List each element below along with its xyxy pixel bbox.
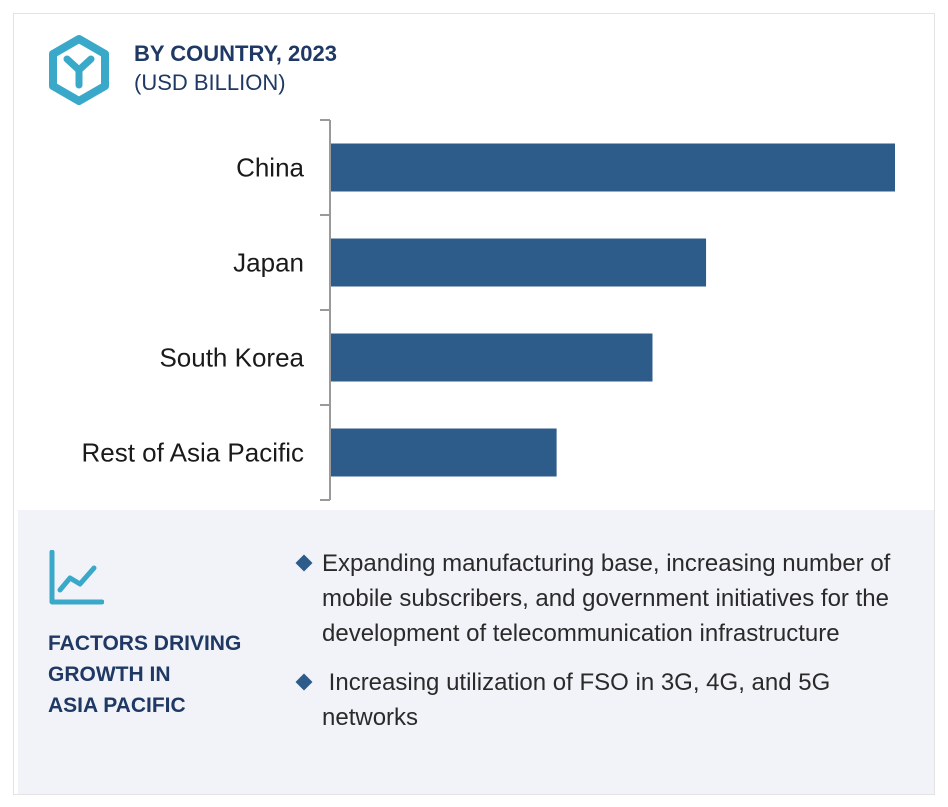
category-label: Japan <box>233 248 304 278</box>
bar-south-korea <box>331 333 653 382</box>
factors-list: Expanding manufacturing base, increasing… <box>294 546 924 749</box>
hexagon-y-logo-icon <box>49 35 109 105</box>
bar-japan <box>331 238 707 287</box>
factors-heading-line: ASIA PACIFIC <box>48 694 186 717</box>
bar-china <box>331 143 895 192</box>
factors-heading-line: FACTORS DRIVING <box>48 632 242 655</box>
factors-panel: FACTORS DRIVING GROWTH IN ASIA PACIFIC E… <box>18 510 934 794</box>
factors-heading: FACTORS DRIVING GROWTH IN ASIA PACIFIC <box>48 628 278 721</box>
chart-title: BY COUNTRY, 2023 <box>134 41 337 66</box>
category-label: Rest of Asia Pacific <box>81 438 304 468</box>
factors-heading-line: GROWTH IN <box>48 663 171 686</box>
factor-text: Increasing utilization of FSO in 3G, 4G,… <box>322 669 837 731</box>
bar-rest-of-asia-pacific <box>331 428 557 477</box>
factor-item: Increasing utilization of FSO in 3G, 4G,… <box>294 665 924 735</box>
category-label: China <box>236 153 304 183</box>
bar-chart: China Japan South Korea Rest of Asia Pacifi… <box>81 119 895 501</box>
chart-subtitle: (USD BILLION) <box>134 70 286 95</box>
line-chart-growth-icon <box>49 550 104 605</box>
diamond-bullet-icon <box>295 554 313 572</box>
diamond-bullet-icon <box>295 673 313 691</box>
factor-text: Expanding manufacturing base, increasing… <box>322 550 891 647</box>
category-label: South Korea <box>159 343 304 373</box>
factor-item: Expanding manufacturing base, increasing… <box>294 546 924 651</box>
